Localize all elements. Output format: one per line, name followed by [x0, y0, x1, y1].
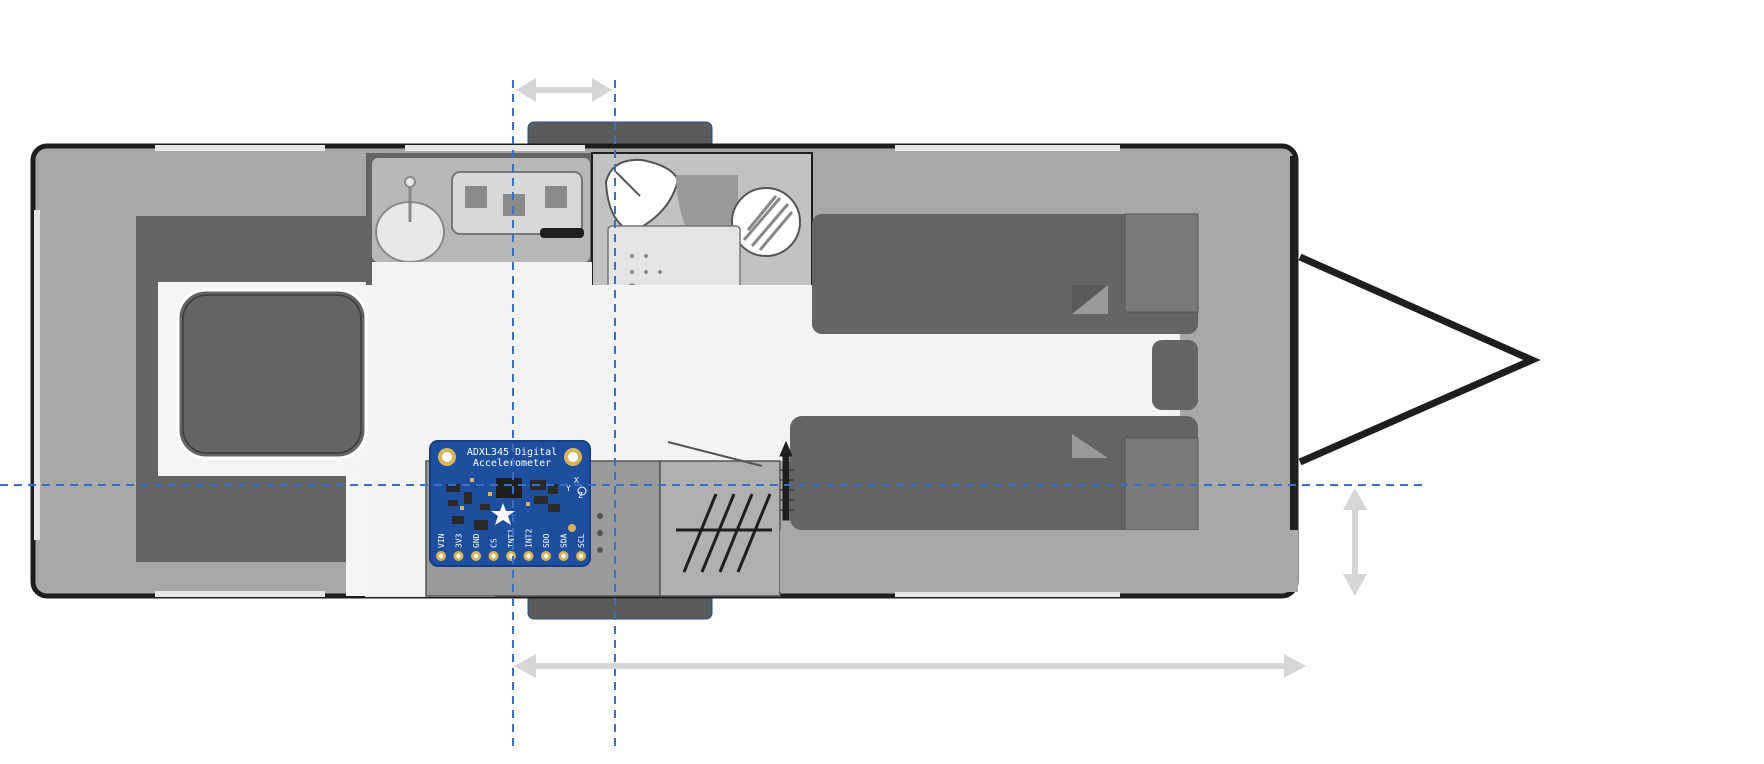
- axis-label-y: Y: [566, 484, 571, 493]
- pin-hole-cs: [491, 553, 496, 559]
- guide-lines: [0, 80, 1428, 748]
- bed-bottom: [790, 416, 1198, 530]
- board-title-line1: ADXL345 Digital: [467, 447, 557, 458]
- cabinet-dots: [597, 513, 603, 553]
- tow-hitch: [1298, 253, 1541, 466]
- axis-indicator: X Y Z: [566, 476, 587, 500]
- accelerometer-chip: [496, 478, 522, 498]
- washroom-counter: [676, 175, 738, 232]
- shower-drain-icon: [731, 187, 801, 257]
- pin-hole-vin: [438, 553, 444, 559]
- dimension-arrow-bottom: [514, 654, 1306, 678]
- entry-door-swing: [667, 441, 763, 467]
- dinette-table: [176, 288, 368, 460]
- dimension-arrows: [514, 78, 1367, 678]
- pin-label-gnd: GND: [472, 533, 481, 548]
- pin-label-cs: CS: [490, 538, 499, 548]
- pin-hole-sda: [561, 553, 566, 559]
- pin-header: VIN 3V3 GND CS INT1 INT2 SDO SDA SCL: [436, 529, 586, 561]
- pin-label-int1: INT1: [507, 529, 516, 548]
- bottom-lounge-seat: [780, 530, 1298, 592]
- pin-label-vin: VIN: [437, 533, 446, 548]
- power-led: [568, 524, 576, 532]
- hob-icon: [451, 171, 584, 238]
- dimension-arrow-vertical: [1343, 488, 1367, 596]
- pin-hole-gnd: [473, 553, 479, 559]
- bedside-table: [1152, 340, 1198, 410]
- star-icon: [491, 503, 515, 525]
- adxl345-board: ADXL345 Digital Accelerometer X Y Z: [429, 440, 591, 567]
- solder-pads: [460, 478, 530, 510]
- pin-hole-int2: [526, 553, 531, 559]
- pin-hole-3v3: [456, 553, 461, 559]
- pin-hole-scl: [578, 553, 584, 559]
- pin-hole-sdo: [543, 553, 549, 559]
- axis-label-x: X: [574, 476, 579, 485]
- storage-hatching: [676, 493, 772, 573]
- pin-label-sdo: SDO: [542, 533, 551, 548]
- pin-label-3v3: 3V3: [455, 533, 464, 548]
- axis-label-z: Z: [578, 491, 583, 500]
- pin-label-int2: INT2: [525, 529, 534, 548]
- front-wall: [1290, 156, 1298, 588]
- pcb: [429, 440, 591, 567]
- pin-label-sda: SDA: [560, 533, 569, 548]
- pin-label-scl: SCL: [577, 533, 586, 548]
- dimension-arrow-top: [516, 78, 612, 102]
